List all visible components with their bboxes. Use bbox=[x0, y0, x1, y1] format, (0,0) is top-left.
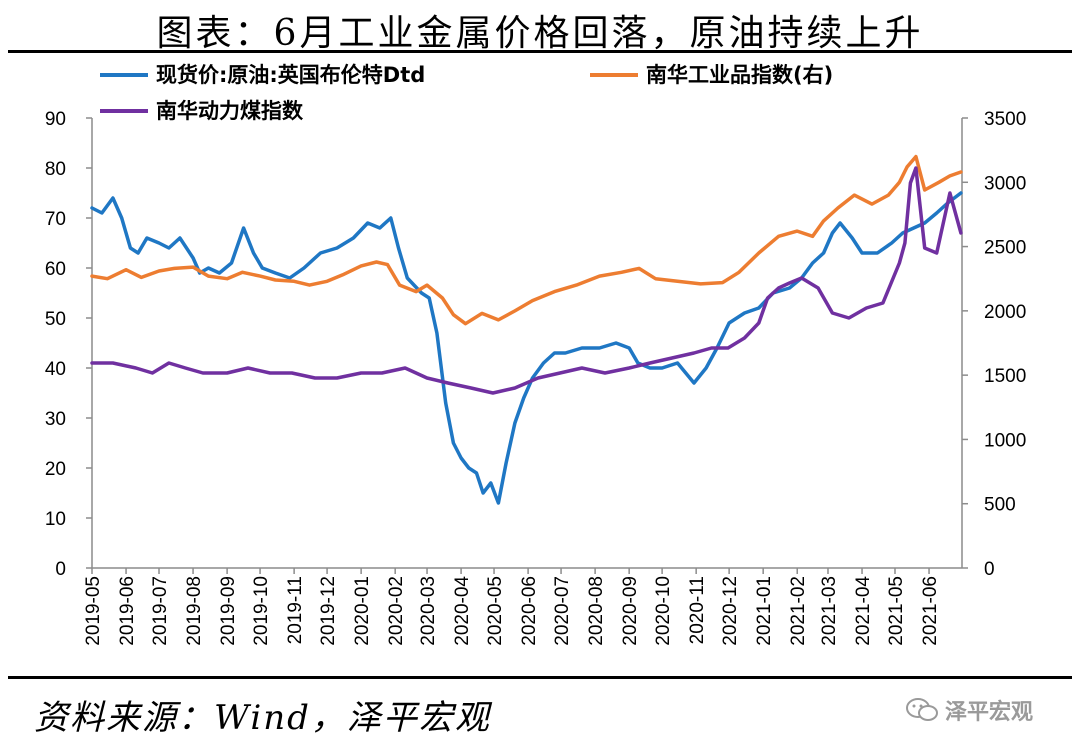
x-tick-label: 2020-09 bbox=[620, 576, 641, 646]
x-tick-label: 2021-05 bbox=[886, 576, 907, 646]
x-tick-label: 2019-08 bbox=[184, 576, 205, 646]
x-tick-label: 2019-12 bbox=[318, 576, 339, 646]
left-tick-label: 70 bbox=[45, 209, 66, 230]
right-tick-label: 3500 bbox=[984, 109, 1026, 130]
left-tick-label: 30 bbox=[45, 409, 66, 430]
right-tick-label: 1500 bbox=[984, 366, 1026, 387]
source-note: 资料来源：Wind，泽平宏观 bbox=[34, 698, 491, 738]
left-tick-label: 60 bbox=[45, 259, 66, 280]
x-tick-label: 2019-09 bbox=[218, 576, 239, 646]
left-tick-label: 0 bbox=[55, 559, 66, 580]
legend-label-2: 南华工业品指数(右) bbox=[646, 63, 833, 87]
legend-label-1: 现货价:原油:英国布伦特Dtd bbox=[156, 63, 425, 87]
x-tick-label: 2020-08 bbox=[586, 576, 607, 646]
x-tick-label: 2020-03 bbox=[418, 576, 439, 646]
right-tick-label: 500 bbox=[984, 495, 1016, 516]
x-tick-label: 2020-11 bbox=[687, 576, 708, 644]
right-tick-label: 0 bbox=[984, 559, 995, 580]
series-line-2 bbox=[90, 154, 963, 326]
x-tick-label: 2020-02 bbox=[386, 576, 407, 646]
x-tick-label: 2021-06 bbox=[920, 576, 941, 646]
left-tick-label: 40 bbox=[45, 359, 66, 380]
x-tick-label: 2020-07 bbox=[552, 576, 573, 646]
chart: 现货价:原油:英国布伦特Dtd 南华工业品指数(右) 南华动力煤指数 0 10 20 30… bbox=[45, 63, 1026, 646]
legend: 现货价:原油:英国布伦特Dtd 南华工业品指数(右) 南华动力煤指数 bbox=[100, 63, 833, 123]
axes: 0 10 20 30 40 50 60 70 80 90 0 500 1000 1500 2000 2500 3… bbox=[45, 109, 1026, 646]
x-tick-label: 2020-01 bbox=[352, 576, 373, 646]
left-tick-label: 10 bbox=[45, 509, 66, 530]
watermark-text: 泽平宏观 bbox=[945, 700, 1034, 725]
watermark: 泽平宏观 bbox=[905, 694, 1033, 726]
series-line-3 bbox=[90, 166, 963, 395]
x-tick-label: 2019-10 bbox=[251, 576, 272, 646]
left-tick-label: 50 bbox=[45, 309, 66, 330]
x-tick-label: 2021-02 bbox=[788, 576, 809, 646]
x-tick-label: 2021-01 bbox=[754, 576, 775, 646]
left-tick-label: 80 bbox=[45, 159, 66, 180]
x-tick-label: 2020-12 bbox=[720, 576, 741, 646]
legend-label-3: 南华动力煤指数 bbox=[156, 99, 304, 123]
x-tick-label: 2019-06 bbox=[117, 576, 138, 646]
x-tick-label: 2021-03 bbox=[819, 576, 840, 646]
series-line-1 bbox=[90, 191, 963, 505]
x-tick-label: 2020-06 bbox=[519, 576, 540, 646]
x-tick-label: 2019-07 bbox=[150, 576, 171, 646]
wechat-icon bbox=[906, 698, 938, 721]
x-tick-label: 2020-10 bbox=[653, 576, 674, 646]
x-tick-label: 2020-04 bbox=[452, 576, 473, 646]
chart-title: 图表：6月工业金属价格回落，原油持续上升 bbox=[156, 13, 924, 54]
left-tick-label: 90 bbox=[45, 109, 66, 130]
x-tick-label: 2019-11 bbox=[285, 576, 306, 644]
left-tick-label: 20 bbox=[45, 459, 66, 480]
series-lines bbox=[90, 154, 963, 505]
right-tick-label: 2000 bbox=[984, 302, 1026, 323]
right-tick-label: 1000 bbox=[984, 430, 1026, 451]
x-tick-label: 2020-05 bbox=[485, 576, 506, 646]
source-divider bbox=[8, 676, 1072, 679]
x-tick-label: 2021-04 bbox=[853, 576, 874, 646]
right-tick-label: 3000 bbox=[984, 173, 1026, 194]
right-tick-label: 2500 bbox=[984, 238, 1026, 259]
title-divider bbox=[8, 50, 1072, 53]
x-tick-label: 2019-05 bbox=[83, 576, 104, 646]
